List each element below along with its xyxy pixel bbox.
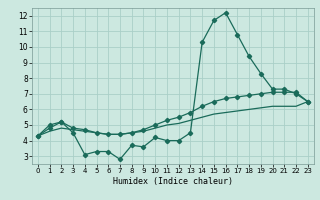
X-axis label: Humidex (Indice chaleur): Humidex (Indice chaleur): [113, 177, 233, 186]
